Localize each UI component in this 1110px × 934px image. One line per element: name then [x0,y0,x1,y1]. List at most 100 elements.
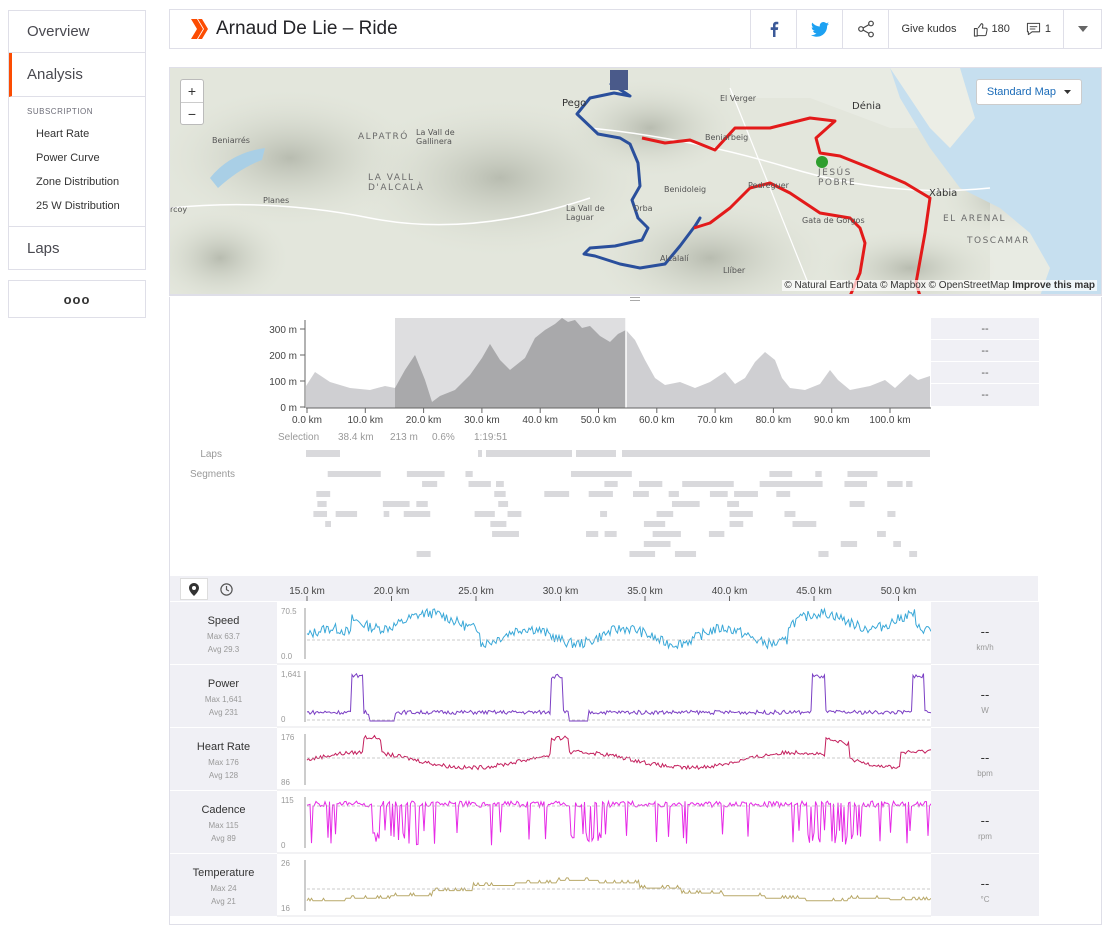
segment-bar[interactable] [403,511,431,517]
segment-bar[interactable] [406,471,445,477]
segment-bar[interactable] [656,511,674,517]
segment-bar[interactable] [465,471,473,477]
segment-bar[interactable] [335,511,358,517]
segment-bar[interactable] [494,491,506,497]
segment-bar[interactable] [496,481,504,487]
segment-bar[interactable] [906,481,913,487]
segment-bar[interactable] [729,511,753,517]
segment-bar[interactable] [600,511,608,517]
segment-bar[interactable] [316,491,331,497]
distance-mode-button[interactable] [180,578,208,600]
lap-bar[interactable] [478,450,482,457]
segment-bar[interactable] [792,521,817,527]
segment-bar[interactable] [652,531,681,537]
route-map[interactable]: Pego El Verger Dénia Beniarrés ALPATRÓ L… [169,67,1102,295]
segment-bar[interactable] [682,481,734,487]
sidebar-item-zone-distribution[interactable]: Zone Distribution [36,176,120,188]
segment-bar[interactable] [887,511,896,517]
segment-bar[interactable] [734,491,758,497]
share-button[interactable] [842,10,888,48]
segment-bar[interactable] [588,491,613,497]
segment-bar[interactable] [893,541,901,547]
segment-bar[interactable] [474,511,495,517]
map-label-vall-alcala: LA VALL D'ALCALÀ [368,173,425,193]
map-label-denia: Dénia [852,101,882,112]
give-kudos-button[interactable]: Give kudos [901,23,957,35]
segment-bar[interactable] [643,541,671,547]
segment-bar[interactable] [709,491,728,497]
sidebar-item-overview[interactable]: Overview [9,11,145,53]
improve-map-link[interactable]: Improve this map [1012,280,1095,291]
map-label-vall-gallinera: La Vall de Gallinera [416,128,455,146]
segment-bar[interactable] [769,471,793,477]
segment-bar[interactable] [492,531,519,537]
stream-unit: °C [980,895,990,904]
streams-chart[interactable]: 70.5 0.0 1,641 0 176 86 115 0 26 16 [277,602,931,918]
sidebar-item-analysis[interactable]: Analysis [9,53,145,97]
segment-bar[interactable] [498,501,509,507]
segment-bar[interactable] [383,511,390,517]
segment-bar[interactable] [671,501,700,507]
segment-bar[interactable] [847,471,878,477]
segment-bar[interactable] [643,521,666,527]
segment-bar[interactable] [416,501,428,507]
segment-bar[interactable] [313,511,328,517]
map-attribution-data[interactable]: © Natural Earth Data © Mapbox © OpenStre… [784,280,1010,291]
segment-bar[interactable] [759,481,823,487]
segment-bar[interactable] [490,521,507,527]
sidebar-item-power-curve[interactable]: Power Curve [36,152,100,164]
kudos-count[interactable]: 180 [973,22,1010,37]
elevation-chart[interactable]: 300 m 200 m 100 m 0 m 0.0 km 10.0 km 20.0 … [170,300,1102,572]
segment-bar[interactable] [570,471,632,477]
segment-bar[interactable] [317,501,327,507]
sidebar-item-laps[interactable]: Laps [27,239,60,257]
segment-bar[interactable] [468,481,491,487]
segment-bar[interactable] [604,481,618,487]
map-resize-handle[interactable] [169,295,1102,303]
lap-bar[interactable] [306,450,340,457]
stream-max: Max 63.7 [207,632,240,641]
selection-elevation: 213 m [390,432,418,443]
lap-bar[interactable] [622,450,930,457]
segment-bar[interactable] [422,481,438,487]
zoom-out-button[interactable]: − [181,102,203,124]
segment-bar[interactable] [708,531,725,537]
segment-bar[interactable] [325,521,331,527]
segment-bar[interactable] [586,531,599,537]
actions-dropdown-button[interactable] [1063,10,1101,48]
twitter-share-button[interactable] [796,10,842,48]
segment-bar[interactable] [909,551,918,557]
more-button[interactable]: ooo [8,280,146,318]
zoom-in-button[interactable]: + [187,83,197,99]
map-style-dropdown[interactable]: Standard Map [975,79,1082,105]
segment-bar[interactable] [639,481,663,487]
segment-bar[interactable] [416,551,431,557]
segment-bar[interactable] [776,491,791,497]
segment-bar[interactable] [727,501,740,507]
facebook-share-button[interactable] [750,10,796,48]
segment-bar[interactable] [729,521,744,527]
segment-bar[interactable] [844,481,868,487]
sidebar-item-25w-distribution[interactable]: 25 W Distribution [36,200,120,212]
segment-bar[interactable] [674,551,697,557]
segment-bar[interactable] [849,501,865,507]
comments-count[interactable]: 1 [1026,22,1051,36]
lap-bar[interactable] [486,450,572,457]
segment-bar[interactable] [877,531,886,537]
segment-bar[interactable] [840,541,858,547]
segment-bar[interactable] [327,471,381,477]
lap-bar[interactable] [576,450,616,457]
segment-bar[interactable] [633,491,649,497]
segment-bar[interactable] [544,491,570,497]
segment-bar[interactable] [815,471,822,477]
sidebar-item-heart-rate[interactable]: Heart Rate [36,128,90,140]
segment-bar[interactable] [629,551,656,557]
segment-bar[interactable] [382,501,410,507]
segment-bar[interactable] [604,531,617,537]
segment-bar[interactable] [507,511,522,517]
time-mode-button[interactable] [212,578,240,600]
segment-bar[interactable] [668,491,679,497]
segment-bar[interactable] [887,481,903,487]
segment-bar[interactable] [818,551,829,557]
segment-bar[interactable] [784,511,796,517]
